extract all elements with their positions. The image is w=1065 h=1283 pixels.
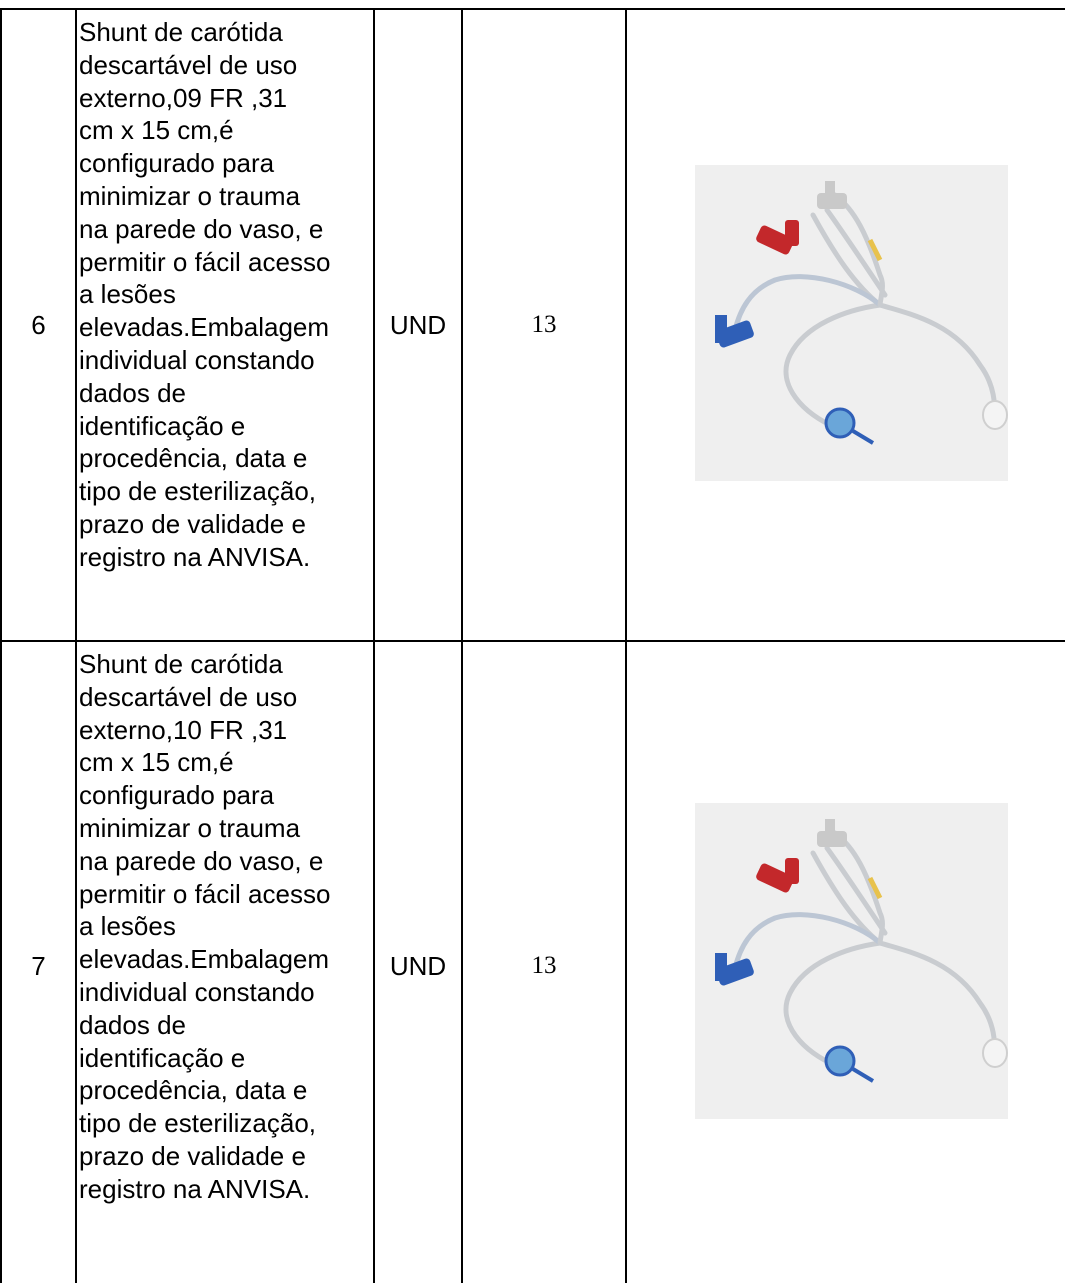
description-line: identificação e — [79, 410, 246, 441]
description-line: registro na ANVISA. — [79, 541, 311, 572]
description-line: registro na ANVISA. — [79, 1173, 311, 1204]
description-line: na parede do vaso, e — [79, 213, 324, 244]
description-line: procedência, data e — [79, 1075, 308, 1106]
description-cell: Shunt de carótida descartável de uso exter… — [75, 8, 373, 640]
description-line: tipo de esterilização, — [79, 1108, 317, 1139]
description-line: configurado para — [79, 780, 275, 811]
description-line: minimizar o trauma — [79, 812, 301, 843]
description-line: dados de — [79, 377, 186, 408]
description-line: minimizar o trauma — [79, 180, 301, 211]
description-line: elevadas.Embalagem — [79, 312, 330, 343]
description-line: Shunt de carótida — [79, 649, 283, 679]
description-line: dados de — [79, 1009, 186, 1040]
description-line: prazo de validade e — [79, 1140, 306, 1171]
description-line: a lesões — [79, 911, 176, 942]
description-line: descartável de uso — [79, 49, 298, 80]
description-line: externo,10 FR ,31 — [79, 714, 288, 745]
description-line: permitir o fácil acesso — [79, 878, 331, 909]
item-number-cell: 6 — [0, 8, 75, 640]
description-line: permitir o fácil acesso — [79, 246, 331, 277]
image-cell — [625, 8, 1065, 640]
description-line: procedência, data e — [79, 443, 308, 474]
description-line: individual constando — [79, 344, 315, 375]
description-line: configurado para — [79, 148, 275, 179]
description-line: elevadas.Embalagem — [79, 944, 330, 975]
unit-cell: UND — [373, 640, 461, 1283]
description-cell: Shunt de carótida descartável de uso exter… — [75, 640, 373, 1283]
description-line: externo,09 FR ,31 — [79, 82, 288, 113]
quantity-cell: 13 — [461, 8, 625, 640]
description-line: identificação e — [79, 1042, 246, 1073]
quantity-cell: 13 — [461, 640, 625, 1283]
product-photo — [695, 165, 1008, 481]
image-cell — [625, 640, 1065, 1283]
description-line: cm x 15 cm,é — [79, 115, 234, 146]
description-line: cm x 15 cm,é — [79, 747, 234, 778]
product-photo — [695, 803, 1008, 1119]
description-line: prazo de validade e — [79, 508, 306, 539]
item-number-cell: 7 — [0, 640, 75, 1283]
description-line: descartável de uso — [79, 681, 298, 712]
description-line: individual constando — [79, 976, 315, 1007]
description-line: tipo de esterilização, — [79, 476, 317, 507]
description-line: na parede do vaso, e — [79, 845, 324, 876]
unit-cell: UND — [373, 8, 461, 640]
description-line: a lesões — [79, 279, 176, 310]
description-line: Shunt de carótida — [79, 17, 283, 47]
